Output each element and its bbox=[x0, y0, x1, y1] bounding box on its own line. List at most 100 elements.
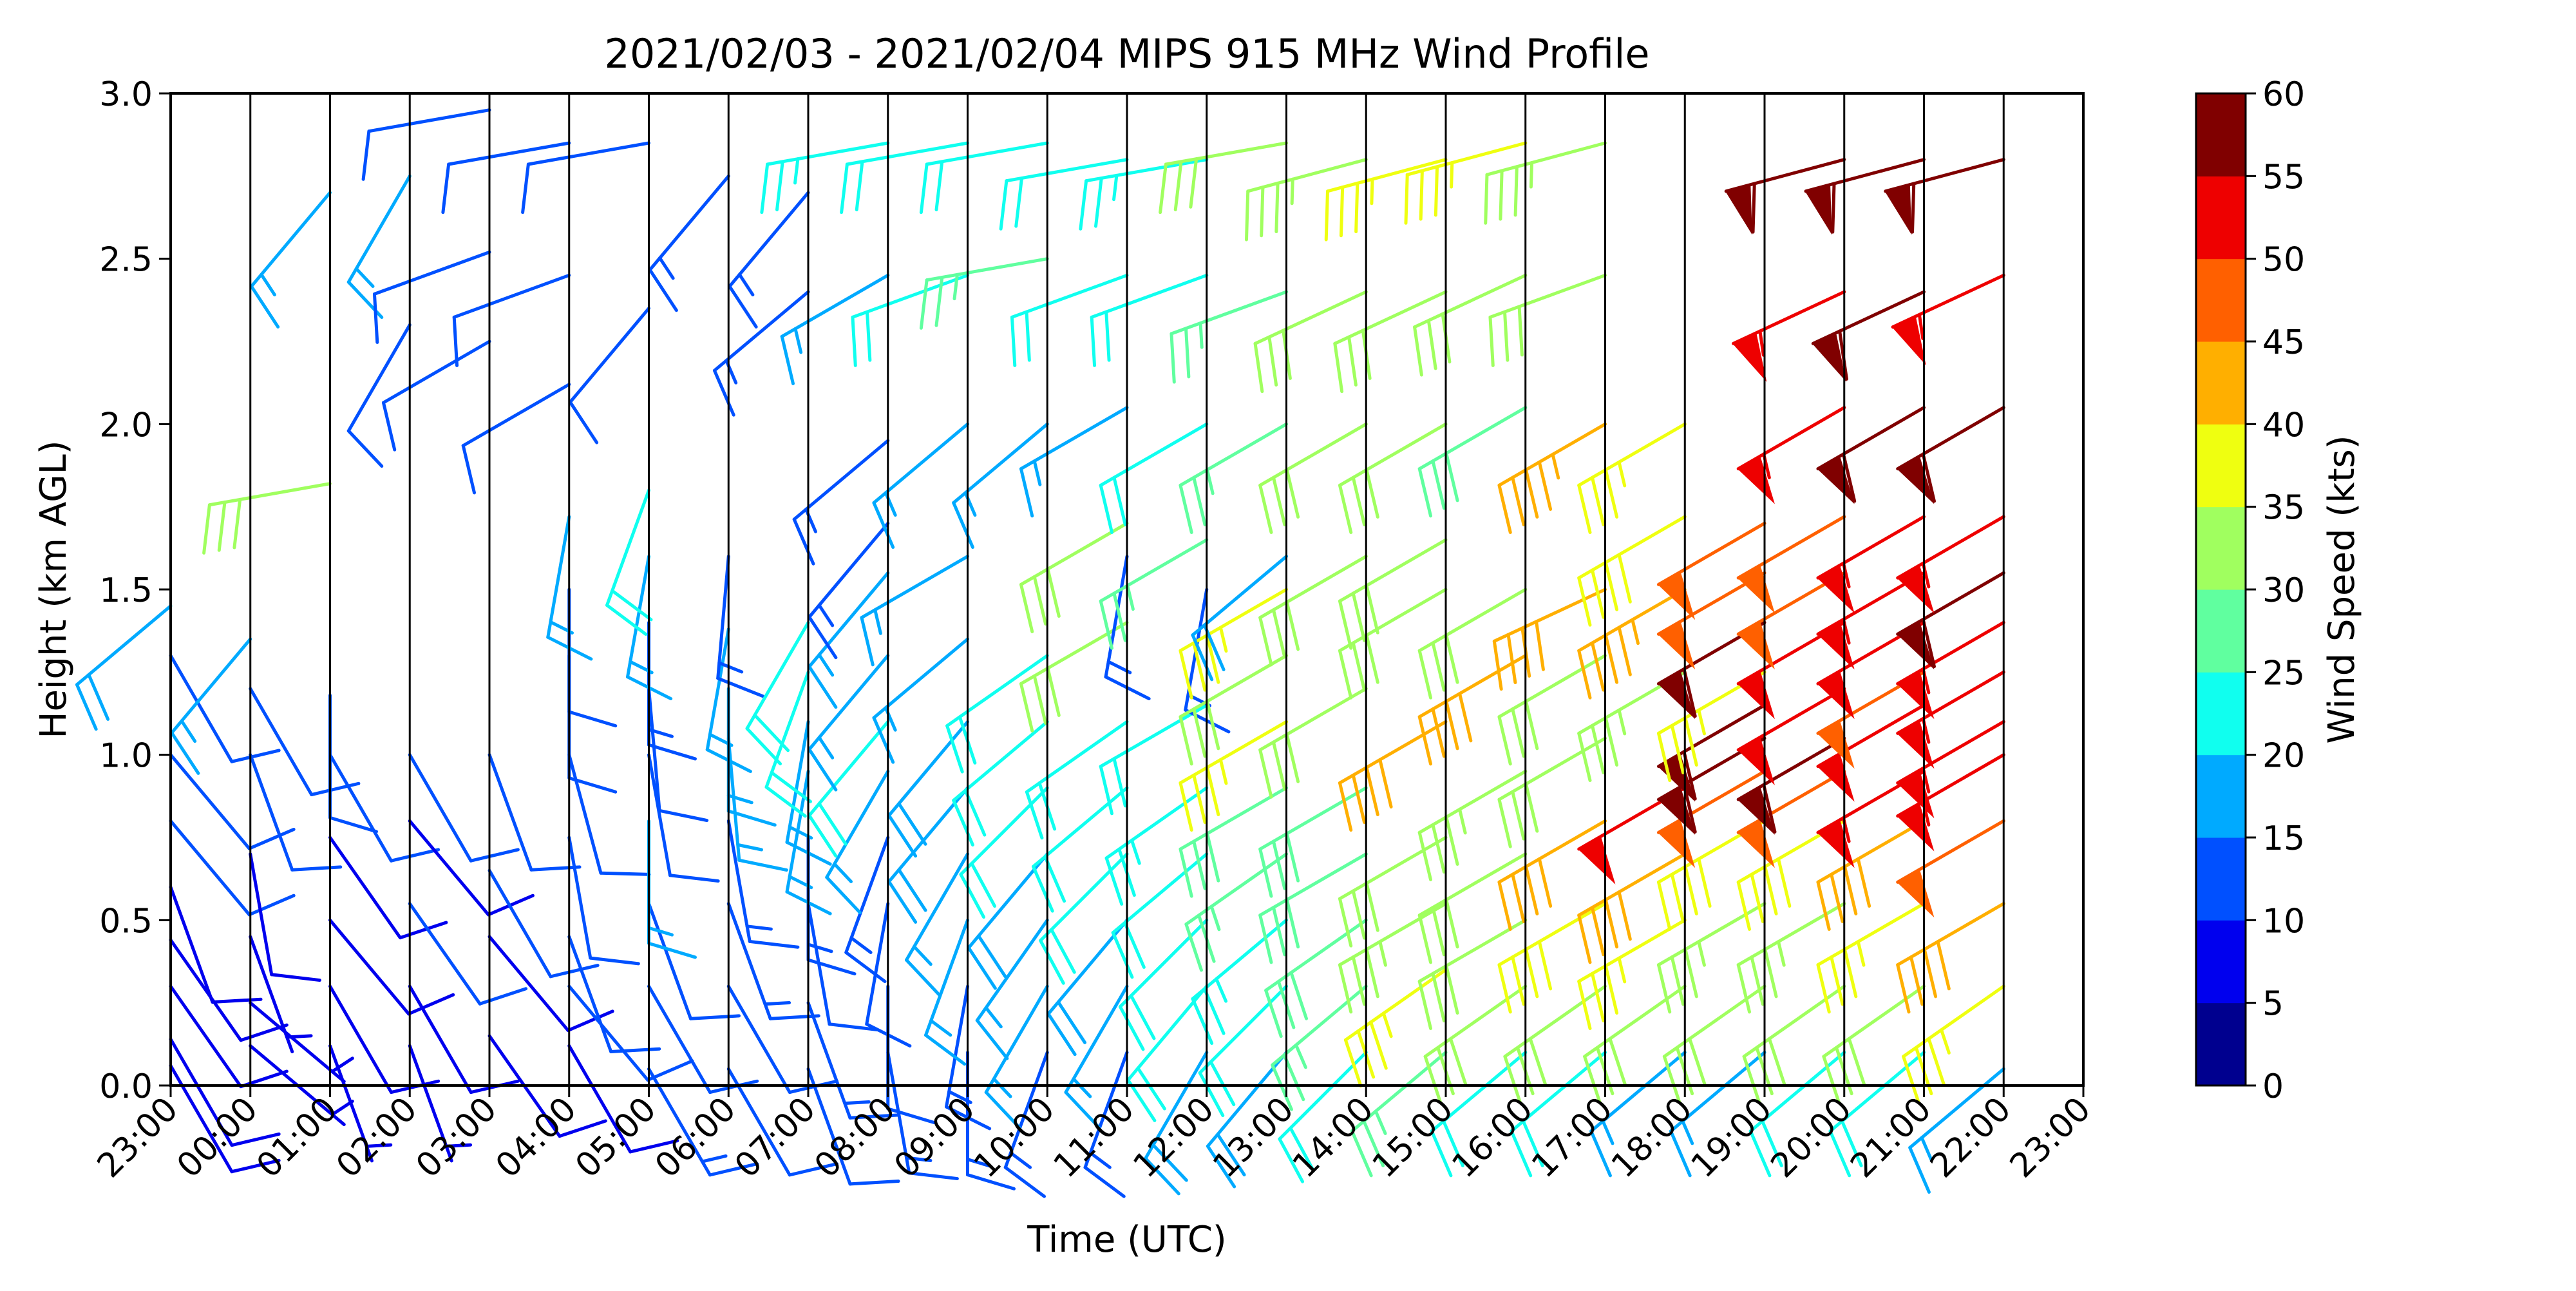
barb-staff bbox=[806, 1001, 852, 1120]
barb-full bbox=[1524, 700, 1539, 751]
barb-full bbox=[1670, 872, 1685, 923]
barb-staff bbox=[567, 984, 650, 1082]
barb-full bbox=[1511, 475, 1526, 526]
barb-full bbox=[1430, 1129, 1453, 1178]
colorbar-tick-label: 25 bbox=[2262, 654, 2305, 693]
barb-full bbox=[398, 921, 448, 940]
barb-flag bbox=[1657, 620, 1696, 670]
barb-staff bbox=[1503, 984, 1607, 1058]
barb-full bbox=[975, 1018, 1009, 1060]
barb-staff bbox=[780, 273, 890, 338]
barb-full bbox=[1417, 715, 1432, 766]
barb-staff bbox=[726, 984, 791, 1095]
barb-staff bbox=[792, 439, 890, 521]
wind-barb bbox=[647, 687, 709, 823]
barb-half bbox=[717, 661, 744, 674]
barb-staff bbox=[1258, 852, 1368, 917]
barb-full bbox=[1840, 1119, 1863, 1167]
wind-barb bbox=[1497, 654, 1607, 766]
barb-staff bbox=[1742, 984, 1846, 1058]
barb-full bbox=[1511, 790, 1526, 841]
wind-barb bbox=[1577, 422, 1687, 534]
barb-full bbox=[1094, 176, 1103, 228]
barb-staff bbox=[1025, 720, 1129, 794]
wind-barb bbox=[488, 753, 582, 872]
barb-full bbox=[840, 162, 849, 215]
barb-full bbox=[967, 946, 997, 990]
barb-flag bbox=[1812, 332, 1847, 382]
wind-barb bbox=[999, 158, 1129, 231]
barb-full bbox=[1184, 327, 1191, 379]
barb-staff bbox=[170, 637, 252, 735]
barb-staff bbox=[1497, 902, 1607, 967]
barb-staff bbox=[1179, 654, 1288, 719]
wind-barb bbox=[726, 902, 820, 1020]
barb-staff bbox=[1816, 819, 1926, 884]
barb-full bbox=[1590, 906, 1605, 957]
barb-half bbox=[736, 843, 764, 852]
barb-full bbox=[1419, 169, 1424, 221]
barb-full bbox=[1365, 633, 1379, 684]
barb-full bbox=[780, 334, 795, 385]
barb-staff bbox=[1099, 703, 1209, 769]
barb-full bbox=[1761, 1119, 1783, 1167]
barb-full bbox=[1682, 750, 1697, 801]
wind-barb bbox=[1079, 158, 1209, 231]
colorbar-band bbox=[2196, 424, 2246, 508]
barb-full bbox=[1767, 1037, 1786, 1087]
barb-full bbox=[1343, 1038, 1363, 1088]
barb-half bbox=[260, 273, 276, 297]
barb-full bbox=[775, 160, 784, 211]
barb-full bbox=[1025, 310, 1031, 362]
colorbar-tick-label: 40 bbox=[2262, 406, 2305, 445]
barb-staff bbox=[865, 902, 890, 1026]
y-tick-label: 2.0 bbox=[99, 406, 153, 445]
barb-full bbox=[1577, 483, 1592, 534]
barb-full bbox=[1019, 467, 1034, 518]
barb-staff bbox=[1084, 158, 1209, 183]
barb-full bbox=[1151, 1143, 1188, 1182]
wind-barb bbox=[568, 307, 650, 445]
barb-staff bbox=[526, 141, 650, 166]
barb-staff bbox=[328, 753, 393, 863]
barb-full bbox=[1736, 963, 1751, 1014]
barb-full bbox=[310, 781, 361, 797]
barb-full bbox=[945, 724, 964, 774]
barb-staff bbox=[447, 141, 571, 166]
barb-staff bbox=[169, 984, 243, 1089]
barb-full bbox=[1362, 1119, 1385, 1167]
barb-half bbox=[737, 273, 755, 297]
x-tick-label: 03:00 bbox=[409, 1090, 504, 1185]
barb-full bbox=[1843, 865, 1858, 915]
barb-full bbox=[1902, 1055, 1920, 1104]
barb-staff bbox=[785, 720, 810, 844]
colorbar-tick-label: 0 bbox=[2262, 1067, 2284, 1106]
barb-full bbox=[872, 716, 895, 764]
barb-staff bbox=[1010, 273, 1129, 319]
barb-staff bbox=[567, 836, 592, 960]
barb-full bbox=[825, 875, 862, 915]
barb-full bbox=[1896, 963, 1911, 1014]
wind-barb bbox=[1099, 703, 1209, 816]
barb-full bbox=[1503, 1055, 1522, 1104]
barb-full bbox=[452, 315, 459, 367]
colorbar-label: Wind Speed (kts) bbox=[2321, 435, 2363, 743]
barb-full bbox=[1417, 830, 1432, 881]
wind-barb bbox=[1099, 422, 1209, 534]
barb-full bbox=[1404, 173, 1409, 225]
barb-full bbox=[1670, 723, 1685, 774]
x-tick-label: 05:00 bbox=[568, 1090, 663, 1185]
barb-staff bbox=[975, 918, 1049, 1022]
barb-staff bbox=[461, 383, 571, 448]
barb-full bbox=[1050, 928, 1076, 974]
barb-full bbox=[361, 129, 371, 181]
barb-full bbox=[897, 868, 927, 912]
barb-staff bbox=[1325, 158, 1448, 193]
wind-barb bbox=[1258, 852, 1368, 964]
barb-flag bbox=[1804, 184, 1832, 235]
barb-full bbox=[726, 809, 777, 827]
wind-barb bbox=[1816, 515, 1926, 613]
barb-staff bbox=[169, 654, 234, 763]
wind-barb bbox=[1896, 753, 2005, 852]
barb-full bbox=[1484, 173, 1489, 225]
